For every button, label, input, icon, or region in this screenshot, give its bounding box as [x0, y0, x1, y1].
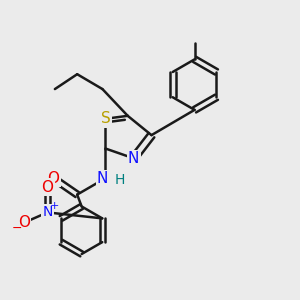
Text: N: N [128, 151, 139, 166]
Text: H: H [114, 173, 125, 187]
Text: O: O [18, 215, 30, 230]
Text: −: − [12, 222, 22, 235]
Text: O: O [47, 171, 59, 186]
Text: N: N [42, 206, 52, 219]
Text: N: N [97, 171, 108, 186]
Text: S: S [100, 111, 110, 126]
Text: +: + [49, 202, 59, 212]
Text: O: O [41, 180, 53, 195]
